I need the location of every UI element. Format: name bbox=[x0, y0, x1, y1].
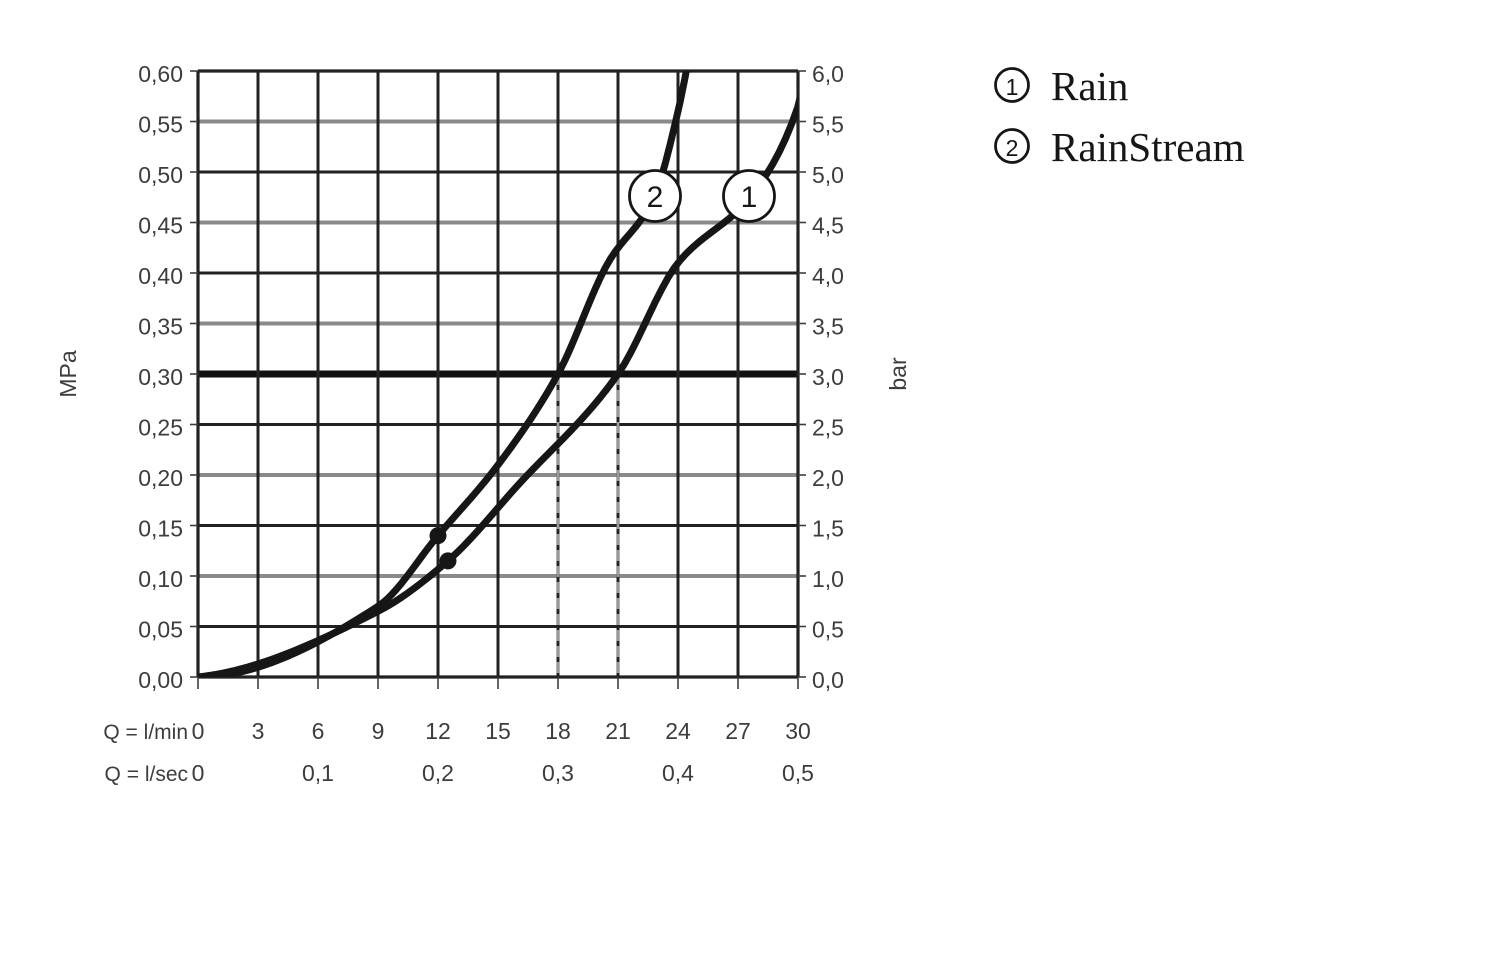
svg-text:0,45: 0,45 bbox=[138, 213, 183, 239]
svg-text:0,30: 0,30 bbox=[138, 364, 183, 390]
svg-text:MPa: MPa bbox=[55, 350, 81, 398]
svg-text:0,25: 0,25 bbox=[138, 415, 183, 441]
svg-text:RainStream: RainStream bbox=[1051, 124, 1245, 170]
svg-text:0,5: 0,5 bbox=[812, 617, 844, 643]
svg-text:21: 21 bbox=[605, 718, 631, 744]
svg-text:1: 1 bbox=[741, 181, 758, 214]
svg-text:1,5: 1,5 bbox=[812, 516, 844, 542]
svg-text:0: 0 bbox=[192, 718, 205, 744]
svg-text:0,60: 0,60 bbox=[138, 61, 183, 87]
svg-text:5,5: 5,5 bbox=[812, 112, 844, 138]
svg-text:2: 2 bbox=[647, 181, 664, 214]
svg-text:0,5: 0,5 bbox=[782, 760, 814, 786]
svg-text:3,0: 3,0 bbox=[812, 364, 844, 390]
svg-text:0,35: 0,35 bbox=[138, 314, 183, 340]
svg-text:1: 1 bbox=[1006, 74, 1019, 100]
svg-text:5,0: 5,0 bbox=[812, 162, 844, 188]
svg-text:9: 9 bbox=[372, 718, 385, 744]
svg-text:0,40: 0,40 bbox=[138, 263, 183, 289]
svg-text:0,55: 0,55 bbox=[138, 112, 183, 138]
svg-text:30: 30 bbox=[785, 718, 811, 744]
svg-text:0,50: 0,50 bbox=[138, 162, 183, 188]
svg-text:2,5: 2,5 bbox=[812, 415, 844, 441]
svg-text:0,20: 0,20 bbox=[138, 465, 183, 491]
svg-text:0,0: 0,0 bbox=[812, 667, 844, 693]
svg-text:0,4: 0,4 bbox=[662, 760, 694, 786]
svg-text:6,0: 6,0 bbox=[812, 61, 844, 87]
svg-text:0: 0 bbox=[192, 760, 205, 786]
svg-text:1,0: 1,0 bbox=[812, 566, 844, 592]
svg-text:Rain: Rain bbox=[1051, 63, 1128, 109]
svg-text:4,0: 4,0 bbox=[812, 263, 844, 289]
svg-text:Q = l/sec: Q = l/sec bbox=[105, 763, 188, 786]
svg-text:0,2: 0,2 bbox=[422, 760, 454, 786]
svg-text:Q = l/min: Q = l/min bbox=[103, 721, 188, 744]
svg-text:3,5: 3,5 bbox=[812, 314, 844, 340]
svg-text:6: 6 bbox=[312, 718, 325, 744]
svg-text:2,0: 2,0 bbox=[812, 465, 844, 491]
svg-text:bar: bar bbox=[885, 357, 911, 391]
svg-text:18: 18 bbox=[545, 718, 571, 744]
svg-text:0,15: 0,15 bbox=[138, 516, 183, 542]
svg-text:12: 12 bbox=[425, 718, 451, 744]
svg-text:27: 27 bbox=[725, 718, 751, 744]
svg-text:0,10: 0,10 bbox=[138, 566, 183, 592]
svg-text:0,00: 0,00 bbox=[138, 667, 183, 693]
svg-text:0,05: 0,05 bbox=[138, 617, 183, 643]
svg-text:15: 15 bbox=[485, 718, 511, 744]
svg-text:3: 3 bbox=[252, 718, 265, 744]
svg-text:0,3: 0,3 bbox=[542, 760, 574, 786]
svg-text:2: 2 bbox=[1006, 135, 1019, 161]
svg-text:4,5: 4,5 bbox=[812, 213, 844, 239]
svg-text:24: 24 bbox=[665, 718, 691, 744]
svg-text:0,1: 0,1 bbox=[302, 760, 334, 786]
